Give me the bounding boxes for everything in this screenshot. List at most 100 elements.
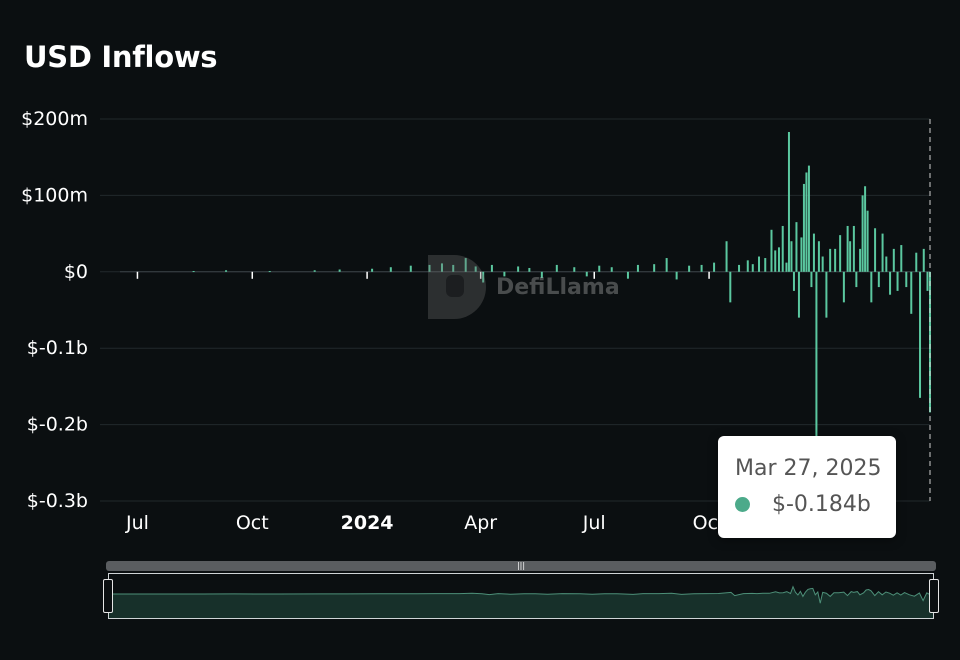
y-axis: $200m $100m $0 $-0.1b $-0.2b $-0.3b: [21, 108, 88, 512]
bar[interactable]: [892, 248, 895, 272]
bar[interactable]: [926, 271, 929, 291]
bar[interactable]: [626, 271, 629, 279]
bar[interactable]: [777, 247, 780, 272]
grip-icon[interactable]: |||: [516, 561, 526, 570]
scroller-window[interactable]: [108, 573, 934, 619]
bar[interactable]: [855, 271, 858, 288]
right-range-handle[interactable]: [929, 579, 939, 613]
bar[interactable]: [852, 225, 855, 272]
bar[interactable]: [915, 252, 918, 272]
bar[interactable]: [807, 165, 810, 272]
bar[interactable]: [905, 271, 908, 288]
bar[interactable]: [428, 264, 431, 272]
bar[interactable]: [770, 229, 773, 272]
bar[interactable]: [636, 264, 639, 272]
bar[interactable]: [922, 248, 925, 272]
bar[interactable]: [929, 271, 931, 413]
bar[interactable]: [800, 237, 803, 272]
bar[interactable]: [849, 241, 852, 272]
bar[interactable]: [866, 210, 869, 272]
bar[interactable]: [859, 248, 862, 272]
bar[interactable]: [688, 265, 691, 272]
bar[interactable]: [790, 241, 793, 272]
bar[interactable]: [802, 183, 805, 272]
bar[interactable]: [464, 258, 467, 272]
bar[interactable]: [409, 265, 412, 272]
bar[interactable]: [812, 233, 815, 272]
bar[interactable]: [440, 263, 443, 272]
bar[interactable]: [738, 264, 741, 272]
bar[interactable]: [452, 264, 455, 272]
bar[interactable]: [528, 267, 531, 272]
bar[interactable]: [585, 271, 588, 277]
bar[interactable]: [764, 258, 767, 272]
bar[interactable]: [817, 241, 820, 272]
bar[interactable]: [700, 264, 703, 272]
bar[interactable]: [555, 264, 558, 272]
bar[interactable]: [517, 266, 520, 272]
bar[interactable]: [810, 271, 813, 288]
bar[interactable]: [874, 228, 877, 272]
bar[interactable]: [338, 269, 341, 272]
bar[interactable]: [781, 225, 784, 272]
bar[interactable]: [815, 271, 818, 448]
bar[interactable]: [834, 248, 837, 272]
bar[interactable]: [725, 241, 728, 272]
bar[interactable]: [839, 235, 842, 272]
bar[interactable]: [573, 267, 576, 272]
bar[interactable]: [805, 172, 808, 272]
bar[interactable]: [389, 267, 392, 272]
bar[interactable]: [192, 271, 195, 273]
bar[interactable]: [877, 271, 880, 288]
bar[interactable]: [825, 271, 828, 318]
bar[interactable]: [842, 271, 845, 303]
bar[interactable]: [861, 195, 864, 272]
bar[interactable]: [503, 271, 506, 277]
bar[interactable]: [896, 271, 899, 291]
bar[interactable]: [482, 271, 485, 283]
tooltip-date: Mar 27, 2025: [735, 456, 882, 481]
bar[interactable]: [653, 264, 656, 272]
bar[interactable]: [729, 271, 732, 303]
bar[interactable]: [713, 262, 716, 272]
scroller-track[interactable]: |||: [106, 561, 936, 571]
bar[interactable]: [474, 266, 477, 272]
bar[interactable]: [881, 233, 884, 272]
bar[interactable]: [746, 260, 749, 272]
x-tick-label: 2024: [341, 512, 394, 534]
bar[interactable]: [870, 271, 873, 303]
bar[interactable]: [675, 271, 678, 280]
bar[interactable]: [610, 267, 613, 272]
x-tick-label: Oct: [236, 512, 269, 534]
range-scroller[interactable]: |||: [103, 561, 939, 621]
bar[interactable]: [665, 258, 668, 272]
bar[interactable]: [864, 186, 867, 272]
bar[interactable]: [758, 256, 761, 272]
mini-line: [109, 585, 934, 604]
bar[interactable]: [821, 256, 824, 272]
bar[interactable]: [785, 262, 788, 272]
bar[interactable]: [313, 270, 316, 272]
bar[interactable]: [598, 265, 601, 272]
bar[interactable]: [900, 245, 903, 272]
bar[interactable]: [889, 271, 892, 295]
bar[interactable]: [829, 248, 832, 272]
bar[interactable]: [268, 271, 271, 273]
bar[interactable]: [846, 225, 849, 272]
bar[interactable]: [885, 256, 888, 272]
left-range-handle[interactable]: [103, 579, 113, 613]
bar[interactable]: [792, 271, 795, 291]
bar[interactable]: [371, 268, 374, 272]
bar[interactable]: [910, 271, 913, 314]
bar[interactable]: [490, 264, 493, 272]
bar[interactable]: [225, 270, 228, 272]
bar[interactable]: [540, 271, 543, 278]
bar[interactable]: [797, 271, 800, 318]
bar[interactable]: [774, 250, 777, 272]
bars[interactable]: [192, 131, 931, 448]
bar[interactable]: [787, 131, 790, 272]
bar[interactable]: [919, 271, 922, 398]
bar[interactable]: [795, 222, 798, 272]
bar[interactable]: [751, 264, 754, 272]
